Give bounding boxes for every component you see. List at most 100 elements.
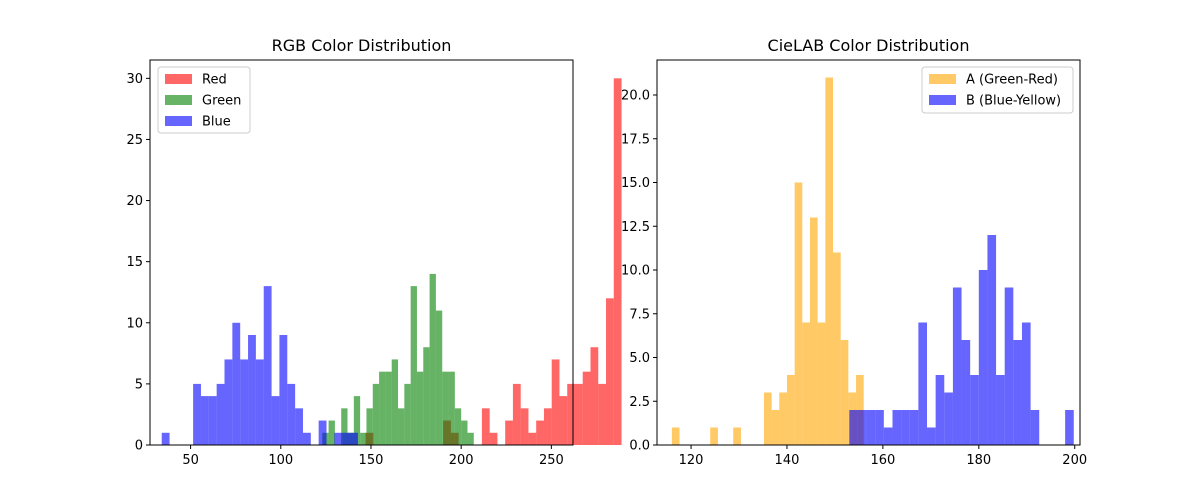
histogram-bar [559,396,568,445]
x-tick-label: 150 [359,453,384,468]
chart-title: RGB Color Distribution [272,36,452,55]
histogram-bar [489,432,498,445]
y-tick-label: 25 [126,133,143,148]
axes-frame [656,59,1081,446]
rgb-histogram-panel: 50 100 150 200 250 0 5 10 15 20 25 30 RGB Color Dist… [126,36,622,468]
histogram-bar [849,410,858,445]
histogram-bar [987,235,997,445]
x-tick-label: 50 [182,453,199,468]
histogram-bar [927,427,936,445]
histogram-bar [598,383,607,445]
histogram-bar [429,273,436,445]
histogram-bar [892,410,902,445]
histogram-bar [404,383,411,445]
histogram-bar [582,371,591,445]
y-tick-label: 12.5 [621,220,650,235]
histogram-bar [342,432,351,445]
histogram-bar [671,427,680,445]
x-tick-label: 200 [449,453,474,468]
histogram-bar [208,396,217,445]
histogram-bar [448,371,455,445]
histogram-bar [341,408,348,445]
histogram-bar [866,410,876,445]
histogram-bar [263,286,272,445]
histogram-bar [840,340,849,445]
legend-label: Blue [202,115,231,130]
histogram-bar [467,432,474,445]
histogram-bar [271,396,280,445]
series-a-green-red [671,77,864,445]
histogram-bar [952,287,962,445]
histogram-bar [372,383,380,445]
y-tick-label: 15 [126,255,143,270]
histogram-bar [606,298,614,445]
histogram-bar [481,408,490,445]
y-tick-label: 2.5 [629,395,650,410]
histogram-bar [528,432,537,445]
histogram-bar [334,432,343,445]
x-tick-label: 250 [539,453,564,468]
y-tick-label: 20 [126,194,143,209]
histogram-bar [543,408,552,445]
histogram-bar [901,410,910,445]
histogram-bar [232,322,241,445]
histogram-bar [287,383,296,445]
y-tick-label: 0.0 [629,439,650,454]
series-red [365,78,622,445]
histogram-bar [200,396,209,445]
legend-label: Green [202,94,241,109]
y-tick-label: 0 [135,439,143,454]
histogram-bar [391,359,399,445]
histogram-bar [1004,287,1014,445]
legend-swatch [929,95,956,105]
histogram-bar [771,410,780,445]
axes-frame [149,59,574,446]
histogram-bar [224,359,233,445]
histogram-bar [978,270,988,445]
histogram-bar [590,347,599,445]
series-blue [161,286,358,445]
histogram-bar [613,78,622,445]
histogram-bar [416,371,424,445]
histogram-bar [786,375,795,445]
cielab-histogram-panel: 120 140 160 180 200 0.0 2.5 5.0 7.5 10.0 12.5 15.0 1… [621,36,1087,468]
histogram-bar [328,420,335,445]
x-tick-label: 140 [775,453,800,468]
histogram-bar [161,432,170,445]
histogram-bar [825,77,834,445]
histogram-bar [918,322,928,445]
histogram-bar [574,383,583,445]
histogram-bar [216,383,225,445]
histogram-bar [410,286,417,445]
x-tick-label: 120 [679,453,704,468]
histogram-bar [454,408,462,445]
histogram-bar [779,392,787,445]
histogram-bar [385,371,392,445]
histogram-bar [240,359,249,445]
histogram-bar [350,432,358,445]
histogram-bar [366,408,373,445]
histogram-bar [193,383,201,445]
y-tick-label: 10.0 [621,264,650,279]
legend: Red Green Blue [157,66,251,134]
y-tick-label: 7.5 [629,307,650,322]
legend-swatch [929,74,956,84]
x-tick-label: 160 [870,453,895,468]
histogram-bar [794,182,803,445]
histogram-bar [710,427,718,445]
y-tick-label: 30 [126,72,143,87]
y-tick-label: 5.0 [629,351,650,366]
legend-box [921,66,1074,114]
series-b-blue-yellow [849,235,1074,445]
histogram-bar [435,310,443,445]
histogram-bar [318,420,327,445]
legend-swatch [165,95,192,105]
histogram-bar [505,420,513,445]
histogram-bar [520,408,529,445]
histogram-bar [961,340,971,445]
x-tick-label: 200 [1062,453,1087,468]
histogram-bar [1021,322,1031,445]
chart-title: CieLAB Color Distribution [768,36,970,55]
histogram-bar [996,375,1005,445]
histogram-bar [279,335,288,445]
